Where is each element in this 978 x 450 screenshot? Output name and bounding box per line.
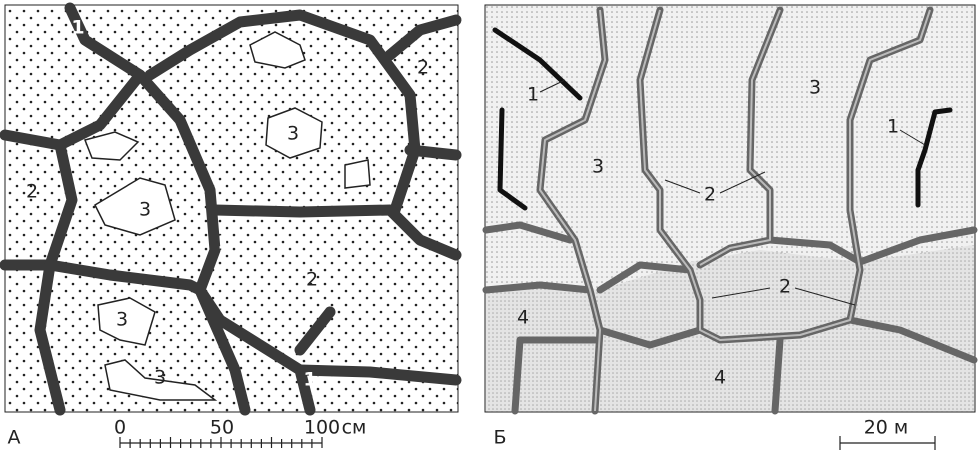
label: 4 [517,307,529,329]
scale-label: 100 [304,417,340,439]
label: 3 [809,77,821,99]
label: 2 [306,269,318,291]
figure: 1 1 1 2 2 2 3 3 3 3 А 0 50 100 см 1 1 2 … [0,0,978,450]
scale-label: 20 м [864,417,909,439]
label: 1 [71,17,84,39]
label: 1 [527,84,539,106]
label: 2 [704,184,716,206]
scale-label: 0 [114,417,126,439]
scale-label: 50 [210,417,234,439]
label: 1 [887,116,899,138]
island [345,160,370,188]
crack [410,150,456,155]
panel-letter: А [8,427,21,449]
panel-b: 1 1 2 2 3 3 4 4 Б 20 м [485,5,975,450]
scale-bar: 0 50 100 см [114,417,366,449]
scale-unit: см [342,417,367,439]
panel-a: 1 1 1 2 2 2 3 3 3 3 А 0 50 100 см [5,5,458,449]
label: 2 [779,276,791,298]
label: 4 [714,367,726,389]
label: 1 [303,369,316,391]
label: 3 [116,309,128,331]
label: 2 [417,57,429,79]
label: 2 [26,181,38,203]
panel-letter: Б [493,427,506,449]
crack [775,340,780,411]
label: 3 [592,156,604,178]
label: 3 [139,199,151,221]
label: 1 [217,232,230,254]
label: 3 [154,367,166,389]
scale-ticks [120,437,322,448]
crack [515,340,520,411]
label: 3 [287,123,299,145]
scale-bar: 20 м [840,417,935,450]
